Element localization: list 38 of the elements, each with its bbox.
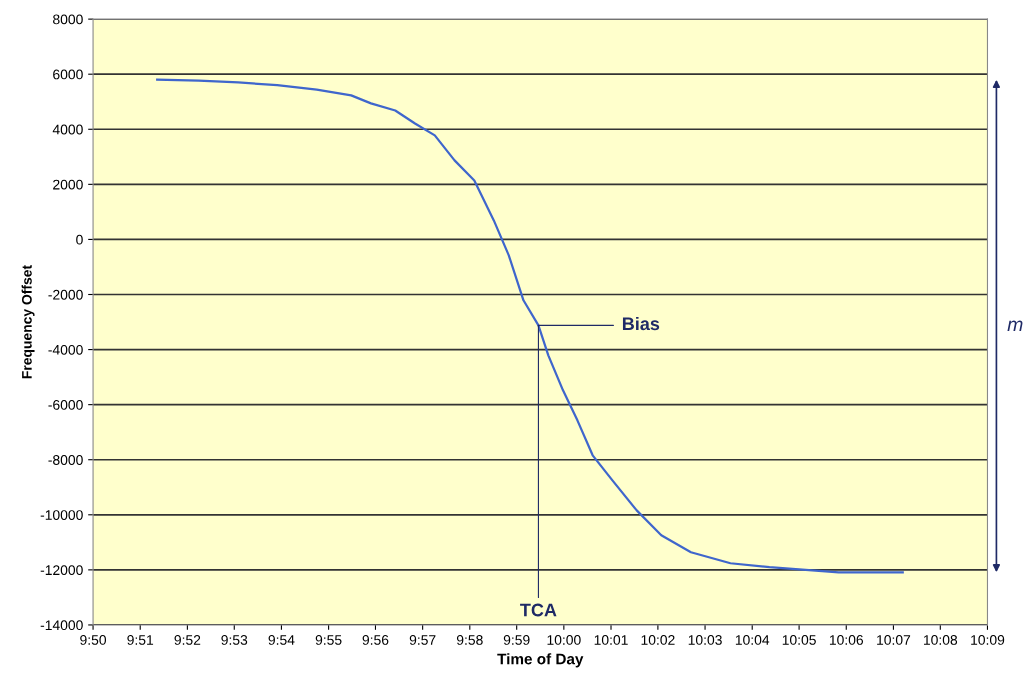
x-tick-label: 9:51 bbox=[127, 635, 154, 645]
x-tick-label: 10:04 bbox=[735, 635, 770, 645]
y-tick-label: 2000 bbox=[53, 179, 83, 190]
x-tick-label: 10:07 bbox=[877, 635, 911, 645]
y-tick-label: -12000 bbox=[40, 565, 83, 576]
text: m bbox=[1007, 320, 1023, 332]
annotation: TCA bbox=[520, 603, 557, 617]
x-tick-label: 10:02 bbox=[641, 635, 675, 645]
x-tick-label: 9:57 bbox=[409, 635, 436, 645]
x-axis-title: Time of Day bbox=[497, 653, 584, 668]
x-tick-label: 10:08 bbox=[923, 635, 958, 645]
x-tick-label: 10:09 bbox=[971, 635, 1005, 645]
y-axis-title: Frequency Offset bbox=[21, 265, 35, 379]
y-tick-label: 8000 bbox=[53, 14, 83, 25]
x-tick-label: 9:54 bbox=[268, 635, 295, 645]
annotation: Bias bbox=[622, 316, 660, 331]
y-tick-label: -8000 bbox=[48, 455, 83, 465]
line-series bbox=[156, 78, 904, 574]
y-tick-label: 6000 bbox=[53, 69, 83, 80]
y-tick-label: 0 bbox=[76, 234, 83, 245]
x-tick-label: 9:58 bbox=[456, 635, 483, 645]
x-tick-label: 9:53 bbox=[221, 635, 248, 645]
y-tick-label: -14000 bbox=[40, 620, 83, 631]
x-tick-label: 10:05 bbox=[782, 635, 816, 645]
x-tick-label: 10:00 bbox=[547, 635, 581, 645]
x-tick-label: 9:50 bbox=[80, 635, 107, 645]
x-tick-label: 9:52 bbox=[174, 635, 201, 645]
y-tick-label: 4000 bbox=[52, 124, 83, 135]
y-tick-label: -4000 bbox=[48, 344, 83, 355]
x-tick-label: 9:56 bbox=[362, 635, 389, 645]
y-tick-label: -2000 bbox=[48, 289, 83, 300]
y-tick-label: -6000 bbox=[48, 399, 83, 410]
x-tick-label: 10:06 bbox=[829, 635, 864, 645]
y-tick-label: -10000 bbox=[40, 510, 83, 520]
x-tick-label: 10:03 bbox=[688, 635, 722, 645]
x-tick-label: 9:59 bbox=[503, 635, 530, 645]
x-tick-label: 10:01 bbox=[594, 635, 628, 645]
x-tick-label: 9:55 bbox=[315, 635, 342, 645]
